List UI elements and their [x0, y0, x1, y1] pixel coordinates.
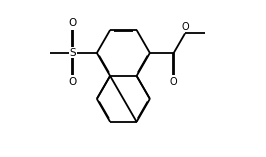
- Text: S: S: [70, 48, 76, 58]
- Text: O: O: [69, 19, 77, 29]
- Text: O: O: [181, 22, 189, 32]
- Text: O: O: [170, 77, 177, 87]
- Text: O: O: [69, 77, 77, 87]
